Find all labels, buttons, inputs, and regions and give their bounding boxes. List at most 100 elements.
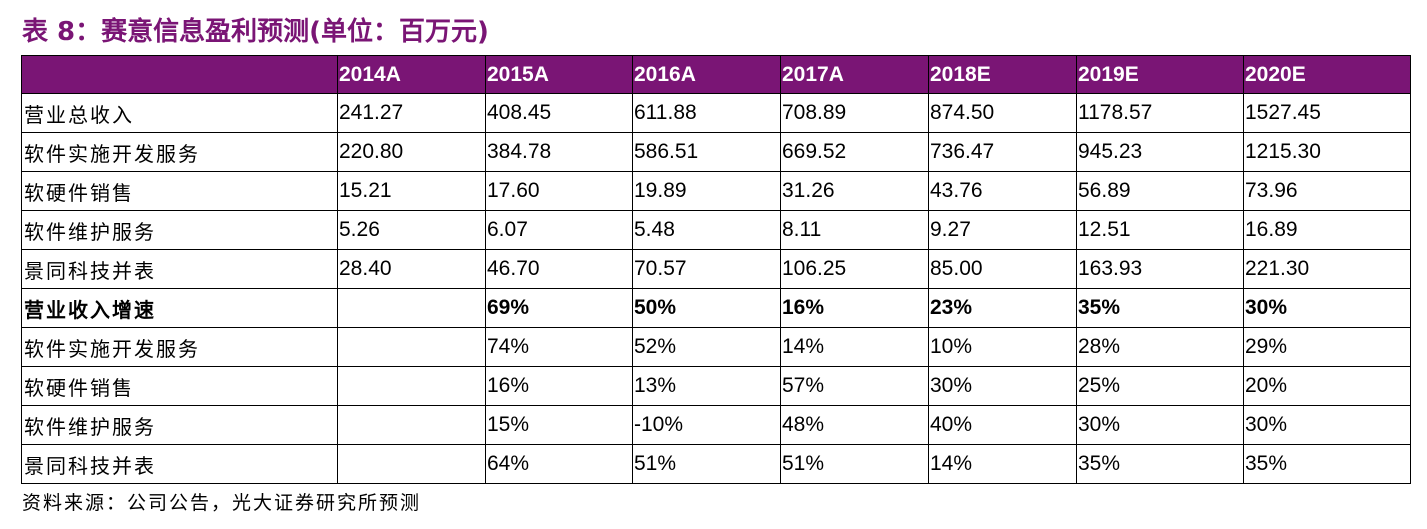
table-cell: 611.88 [632,93,781,133]
table-cell: 52% [632,327,781,367]
table-cell [337,444,486,484]
source-note: 资料来源：公司公告，光大证券研究所预测 [22,492,422,514]
table-cell: 5.26 [337,210,486,250]
table-cell: 48% [780,405,929,445]
table-row: 软硬件销售 16% 13% 57% 30% 25% 20% [21,366,1411,406]
table-cell: 16% [485,366,633,406]
table-cell: 35% [1243,444,1411,484]
table-cell: 8.11 [780,210,929,250]
table-cell: 28% [1076,327,1244,367]
table-cell: 30% [1243,405,1411,445]
table-cell: 1178.57 [1076,93,1244,133]
table-title: 表 8：赛意信息盈利预测(单位：百万元) [22,17,489,47]
table-cell: 19.89 [632,171,781,211]
table-cell [337,327,486,367]
table-cell [337,366,486,406]
table-cell: 74% [485,327,633,367]
row-label: 软件实施开发服务 [21,132,338,172]
table-cell: 46.70 [485,249,633,289]
header-cell: 2020E [1243,55,1411,94]
row-label: 软件实施开发服务 [21,327,338,367]
table-cell: 31.26 [780,171,929,211]
table-cell: 29% [1243,327,1411,367]
forecast-table: 2014A 2015A 2016A 2017A 2018E 2019E 2020… [21,55,1411,484]
table-cell: 384.78 [485,132,633,172]
table-cell: 51% [632,444,781,484]
table-cell: 221.30 [1243,249,1411,289]
table-cell: -10% [632,405,781,445]
table-cell: 12.51 [1076,210,1244,250]
table-row: 软件维护服务 5.26 6.07 5.48 8.11 9.27 12.51 16.89 [21,210,1411,250]
table-cell: 15.21 [337,171,486,211]
table-cell: 10% [928,327,1077,367]
table-cell: 43.76 [928,171,1077,211]
table-cell: 23% [928,288,1077,328]
table-cell: 64% [485,444,633,484]
table-cell: 85.00 [928,249,1077,289]
row-label: 景同科技并表 [21,444,338,484]
table-cell: 28.40 [337,249,486,289]
table-cell: 9.27 [928,210,1077,250]
table-cell: 16.89 [1243,210,1411,250]
table-cell: 20% [1243,366,1411,406]
table-row: 软硬件销售 15.21 17.60 19.89 31.26 43.76 56.89 73.96 [21,171,1411,211]
table-cell: 6.07 [485,210,633,250]
table-cell: 70.57 [632,249,781,289]
table-row: 景同科技并表 64% 51% 51% 14% 35% 35% [21,444,1411,484]
table-cell [337,288,486,328]
header-cell: 2017A [780,55,929,94]
table-cell [337,405,486,445]
table-row: 软件维护服务 15% -10% 48% 40% 30% 30% [21,405,1411,445]
table-cell: 73.96 [1243,171,1411,211]
table-cell: 69% [485,288,633,328]
table-row: 软件实施开发服务 220.80 384.78 586.51 669.52 736.47 94… [21,132,1411,172]
table-cell: 56.89 [1076,171,1244,211]
table-cell: 1215.30 [1243,132,1411,172]
table-cell: 874.50 [928,93,1077,133]
table-row: 营业收入增速 69% 50% 16% 23% 35% 30% [21,288,1411,328]
table-cell: 1527.45 [1243,93,1411,133]
table-cell: 50% [632,288,781,328]
table-cell: 51% [780,444,929,484]
table-cell: 106.25 [780,249,929,289]
table-cell: 30% [1076,405,1244,445]
row-label: 软件维护服务 [21,405,338,445]
table-cell: 25% [1076,366,1244,406]
table-cell: 57% [780,366,929,406]
table-cell: 14% [928,444,1077,484]
table-cell: 586.51 [632,132,781,172]
header-cell: 2018E [928,55,1077,94]
table-cell: 40% [928,405,1077,445]
header-cell [21,55,338,94]
table-cell: 30% [1243,288,1411,328]
header-cell: 2015A [485,55,633,94]
table-cell: 241.27 [337,93,486,133]
table-cell: 220.80 [337,132,486,172]
table-row: 景同科技并表 28.40 46.70 70.57 106.25 85.00 163.93 22… [21,249,1411,289]
table-body: 营业总收入 241.27 408.45 611.88 708.89 874.50 1178.… [21,93,1411,484]
row-label: 营业总收入 [21,93,338,133]
row-label: 营业收入增速 [21,288,338,328]
table-cell: 945.23 [1076,132,1244,172]
table-cell: 408.45 [485,93,633,133]
table-cell: 13% [632,366,781,406]
header-cell: 2016A [632,55,781,94]
table-cell: 15% [485,405,633,445]
table-row: 营业总收入 241.27 408.45 611.88 708.89 874.50 1178.… [21,93,1411,133]
row-label: 软件维护服务 [21,210,338,250]
table-cell: 708.89 [780,93,929,133]
table-cell: 17.60 [485,171,633,211]
table-header-row: 2014A 2015A 2016A 2017A 2018E 2019E 2020… [21,55,1411,94]
row-label: 软硬件销售 [21,366,338,406]
table-cell: 35% [1076,444,1244,484]
header-cell: 2014A [337,55,486,94]
table-cell: 736.47 [928,132,1077,172]
table-cell: 669.52 [780,132,929,172]
table-row: 软件实施开发服务 74% 52% 14% 10% 28% 29% [21,327,1411,367]
table-cell: 35% [1076,288,1244,328]
table-cell: 30% [928,366,1077,406]
header-cell: 2019E [1076,55,1244,94]
table-cell: 163.93 [1076,249,1244,289]
row-label: 软硬件销售 [21,171,338,211]
table-cell: 5.48 [632,210,781,250]
